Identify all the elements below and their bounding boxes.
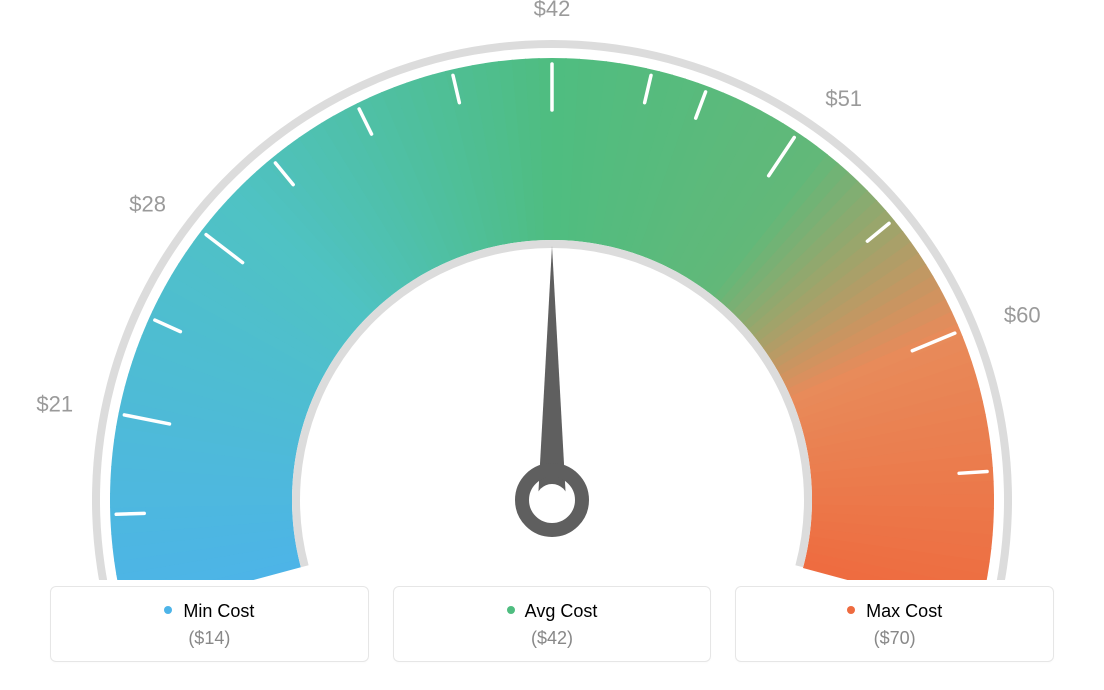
legend-avg-title: Avg Cost [404, 601, 701, 622]
svg-text:$28: $28 [129, 191, 166, 216]
legend-avg-card: Avg Cost ($42) [393, 586, 712, 662]
legend-row: Min Cost ($14) Avg Cost ($42) Max Cost (… [50, 586, 1054, 662]
legend-max-card: Max Cost ($70) [735, 586, 1054, 662]
min-dot-icon [164, 606, 172, 614]
legend-avg-value: ($42) [404, 628, 701, 649]
svg-text:$21: $21 [36, 392, 73, 417]
svg-text:$51: $51 [825, 86, 862, 111]
legend-min-title: Min Cost [61, 601, 358, 622]
max-dot-icon [847, 606, 855, 614]
gauge-chart: $14$21$28$42$51$60$70 [22, 0, 1082, 580]
avg-dot-icon [507, 606, 515, 614]
legend-max-label: Max Cost [866, 601, 942, 621]
gauge-area: $14$21$28$42$51$60$70 [0, 0, 1104, 570]
legend-max-title: Max Cost [746, 601, 1043, 622]
legend-min-label: Min Cost [183, 601, 254, 621]
legend-max-value: ($70) [746, 628, 1043, 649]
svg-text:$60: $60 [1004, 303, 1041, 328]
legend-min-value: ($14) [61, 628, 358, 649]
legend-avg-label: Avg Cost [525, 601, 598, 621]
cost-gauge-widget: $14$21$28$42$51$60$70 Min Cost ($14) Avg… [0, 0, 1104, 690]
svg-text:$42: $42 [534, 0, 571, 21]
legend-min-card: Min Cost ($14) [50, 586, 369, 662]
